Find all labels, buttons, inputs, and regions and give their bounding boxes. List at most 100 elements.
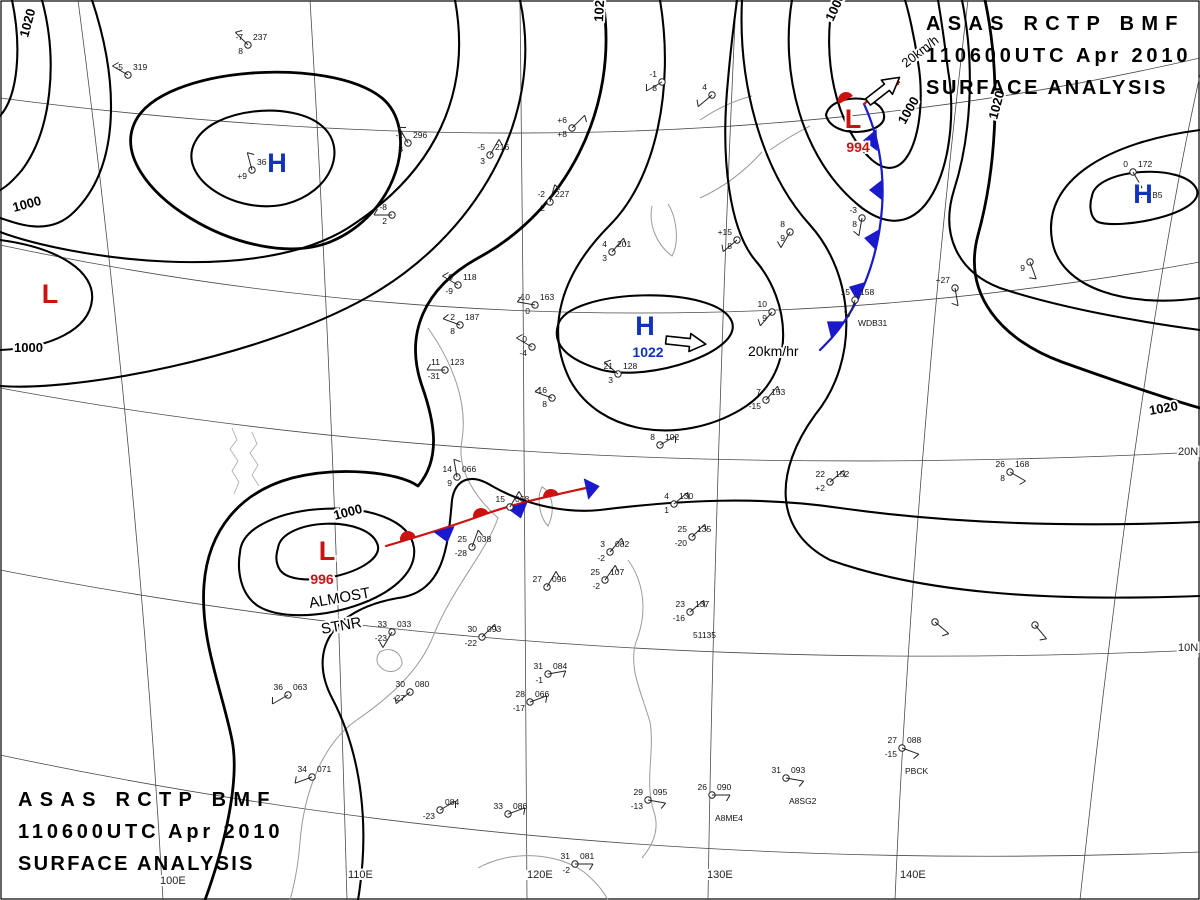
isobar-path [129,70,402,251]
station-temperature: 34 [298,764,308,774]
wind-barb-icon [858,217,863,236]
wind-barb-tick-icon [562,670,567,678]
isobar-path [202,0,608,900]
station-pressure: 163 [540,292,554,302]
station-plot: 4 [696,82,716,107]
station-pressure: 153 [771,387,785,397]
station-plot: 7 153 -15 [749,385,785,411]
isobar-path [0,0,461,264]
station-pressure: 066 [535,689,549,699]
station-plot: +6+8 [557,114,587,139]
station-temperature: +27 [936,275,951,285]
station-plot: 30 080 -27 [393,679,429,704]
isobar-path [0,238,94,352]
cold-front-triangle [869,179,883,201]
wind-barb-icon [529,695,548,703]
station-pressure: 123 [450,357,464,367]
meridian-100e [77,0,164,900]
station-temperature: 25 [458,534,468,544]
wind-barb-tick-icon [777,241,782,248]
station-plot [931,618,950,637]
annotation-text: 20km/hr [748,343,799,359]
station-plot: 21 128 3 [604,359,637,385]
wind-barb-tick-icon [757,319,761,326]
station-temperature: 26 [698,782,708,792]
station-dewpoint: -20 [675,538,688,548]
station-pressure: 128 [623,361,637,371]
wind-barb-icon [246,152,253,171]
wind-barb-icon [848,299,856,318]
wind-barb-icon [442,318,461,326]
station-pressure: 118 [463,272,477,282]
low-pressure-center: L 996 [308,534,337,589]
wind-barb-icon [534,391,553,399]
graticule-label: 10N [1178,642,1198,654]
meridian-140e [894,0,969,900]
station-temperature: +6 [557,115,567,125]
coastline-hainan [376,649,403,672]
station-temperature: 27 [533,574,543,584]
station-pressure: 187 [465,312,479,322]
pressure-center-letter: L [845,104,862,134]
station-temperature: 25 [591,567,601,577]
station-pressure: 137 [695,599,709,609]
station-pressure: 071 [317,764,331,774]
coastline-korea [650,203,677,257]
stationary-front-warm-semicircle [400,531,416,542]
station-dewpoint: 9 [1020,263,1025,273]
stationary-front-cold-triangle [433,526,455,543]
station-pressure: 084 [445,797,459,807]
isobar-path [828,0,922,169]
graticule-label: 20N [1178,446,1198,458]
wind-barb-tick-icon [518,491,523,498]
wind-barb-icon [507,807,526,815]
station-pressure: 158 [860,287,874,297]
wind-barb-icon [453,459,458,478]
station-temperature: 4 [702,82,707,92]
isobar-path [0,0,527,388]
station-temperature: 33 [378,619,388,629]
station-dewpoint: 9 [447,478,452,488]
wind-barb-tick-icon [516,296,523,303]
parallel-0n [0,754,1200,857]
wind-barb-tick-icon [534,387,541,393]
station-pressure: 135 [697,524,711,534]
wind-barb-tick-icon [1039,638,1047,641]
station-pressure: 107 [610,567,624,577]
movement-arrow-icon [864,76,901,106]
wind-barb-icon [1034,624,1047,640]
wind-barb-tick-icon [942,633,949,637]
wind-barb-tick-icon [545,695,548,703]
wind-barb-tick-icon [247,152,255,155]
wind-barb-tick-icon [523,807,526,815]
station-dewpoint: 3 [480,156,485,166]
station-pressure: 096 [552,574,566,584]
wind-barb-tick-icon [373,208,378,216]
station-dewpoint: -28 [455,548,468,558]
station-dewpoint: 8 [450,326,455,336]
station-dewpoint: +2 [815,483,825,493]
wind-barb-tick-icon [589,863,594,871]
graticule-label: 120E [527,869,553,881]
pressure-center-value: 996 [310,571,334,587]
wind-barb-icon [294,776,313,784]
station-plot: 4 201 3 [602,237,631,263]
wind-barb-icon [646,81,663,92]
wind-barb-icon [1132,171,1143,188]
station-plot: -82 [373,202,396,226]
station-temperature: -16 [535,385,548,395]
wind-barb-icon [604,565,616,581]
station-pressure: 368 [257,157,271,167]
station-temperature: 29 [634,787,644,797]
movement-arrows [664,76,901,353]
station-plot: 33 086 [494,801,527,818]
wind-barb-icon [481,623,496,638]
wind-barb-icon [546,571,557,588]
station-pressure: 095 [653,787,667,797]
wind-barb-tick-icon [453,458,461,463]
station-plot: 31 093 A8SG2 [772,765,817,806]
station-temperature: 30 [396,679,406,689]
station-temperature: 0 [448,272,453,282]
station-plot: -5 319 [112,62,147,79]
